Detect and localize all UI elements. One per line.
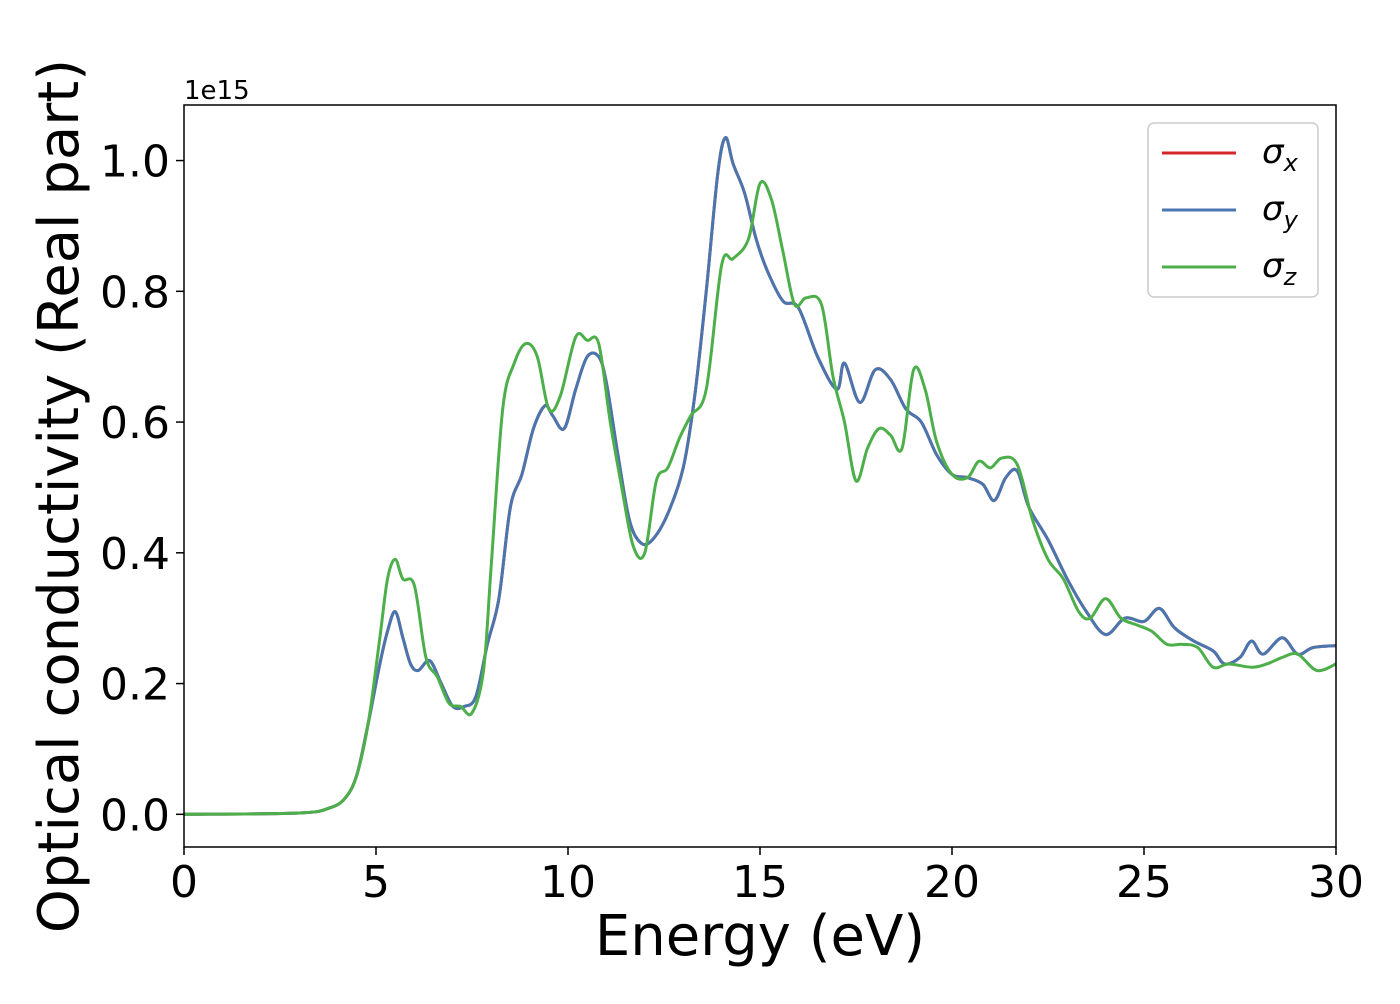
x-tick-label: 30 [1308, 857, 1364, 908]
x-tick-label: 20 [924, 857, 980, 908]
series-line-z [184, 180, 1336, 816]
legend-subscript: z [1283, 263, 1298, 291]
x-axis-label: Energy (eV) [595, 904, 925, 969]
y-axis-ticks: 0.0 0.2 0.4 0.6 0.8 1.0 [100, 137, 184, 841]
legend-subscript: x [1283, 149, 1299, 177]
y-axis-offset-label: 1e15 [184, 76, 250, 106]
x-tick-label: 0 [170, 857, 198, 908]
y-tick-label: 0.2 [100, 660, 170, 711]
y-tick-label: 1.0 [100, 137, 170, 188]
y-axis-label: Optical conductivity (Real part) [27, 59, 92, 933]
x-tick-label: 10 [540, 857, 596, 908]
y-tick-label: 0.4 [100, 529, 170, 580]
y-tick-label: 0.0 [100, 790, 170, 841]
legend-subscript: y [1283, 206, 1299, 234]
x-tick-label: 25 [1116, 857, 1172, 908]
x-axis-ticks: 0 5 10 15 20 25 30 [170, 847, 1364, 908]
x-tick-label: 5 [362, 857, 390, 908]
x-tick-label: 15 [732, 857, 788, 908]
series-layer [184, 136, 1336, 816]
y-tick-label: 0.6 [100, 398, 170, 449]
y-tick-label: 0.8 [100, 267, 170, 318]
